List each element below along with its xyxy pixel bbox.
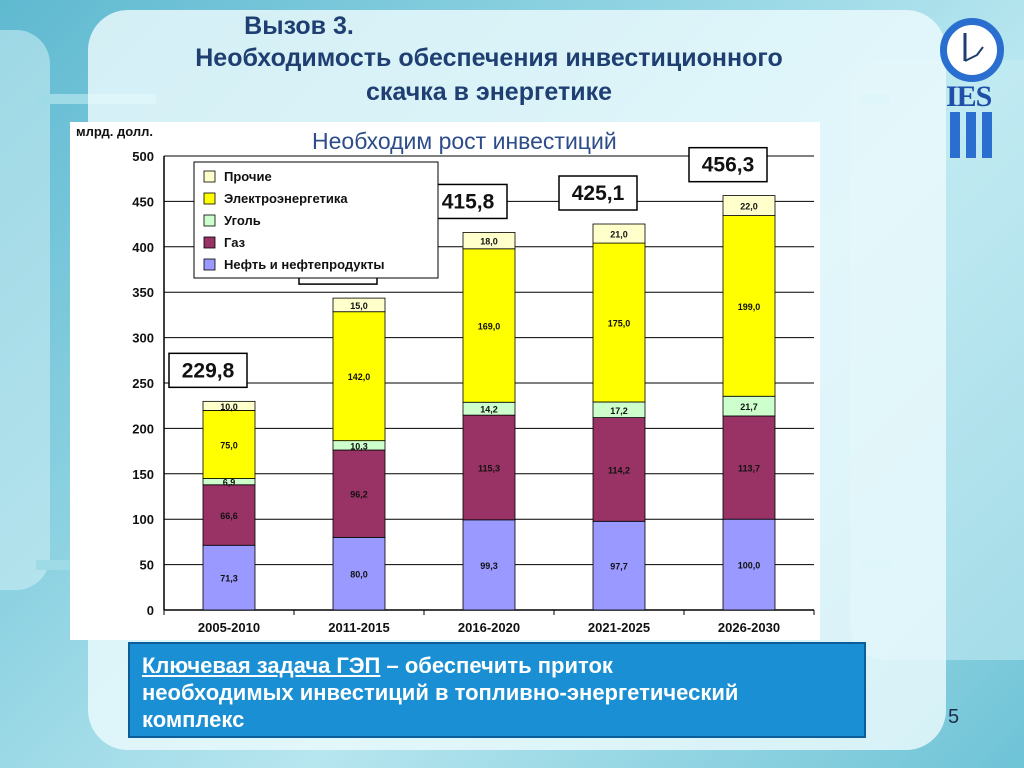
bar-segment-other (202, 400, 256, 411)
total-callout-box (558, 175, 638, 211)
data-label: 99,3 (480, 561, 498, 571)
key-task-box: Ключевая задача ГЭП – обеспечить приток … (128, 642, 866, 738)
data-label: 15,0 (350, 301, 368, 311)
y-tick-label: 50 (140, 558, 154, 573)
x-tick-label: 2021-2025 (588, 620, 650, 635)
legend-swatch-power (203, 192, 216, 205)
data-label: 18,0 (480, 237, 498, 247)
key-task-line1: – обеспечить приток (380, 653, 613, 678)
bar-segment-other (462, 232, 516, 250)
data-label: 10,0 (220, 402, 238, 412)
data-label: 113,7 (738, 464, 760, 474)
bar-segment-gas (332, 449, 386, 538)
bar-segment-oil (592, 520, 646, 611)
total-label: 415,8 (442, 190, 495, 213)
logo-clock-icon (940, 18, 1004, 82)
y-tick-label: 100 (132, 512, 154, 527)
data-label: 14,2 (480, 405, 498, 415)
total-callout-box (428, 183, 508, 220)
x-tick-label: 2011-2015 (328, 620, 389, 635)
legend-swatch-oil (203, 258, 216, 271)
data-label: 6,9 (223, 478, 236, 488)
legend-label: Электроэнергетика (224, 191, 348, 206)
data-label: 80,0 (350, 570, 368, 580)
bar-segment-gas (722, 415, 776, 520)
bar-segment-gas (202, 484, 256, 546)
bar-segment-other (722, 195, 776, 216)
slide-title-line1: Вызов 3. (244, 12, 354, 40)
data-label: 142,0 (348, 372, 371, 382)
bar-segment-oil (332, 536, 386, 611)
bar-segment-oil (462, 519, 516, 611)
legend-label: Нефть и нефтепродукты (224, 257, 384, 272)
slide-title-line2: Необходимость обеспечения инвестиционног… (195, 44, 783, 72)
data-label: 71,3 (220, 574, 238, 584)
key-task-line2: необходимых инвестиций в топливно-энерге… (142, 680, 739, 705)
legend-box (193, 161, 439, 279)
data-label: 96,2 (350, 490, 368, 500)
bar-segment-power (462, 248, 516, 403)
legend-swatch-gas (203, 236, 216, 249)
y-tick-label: 0 (147, 603, 154, 618)
data-label: 17,2 (610, 406, 628, 416)
key-task-text: Ключевая задача ГЭП – обеспечить приток … (142, 652, 852, 733)
total-label: 456,3 (702, 154, 755, 177)
data-label: 100,0 (738, 561, 761, 571)
legend-label: Уголь (224, 213, 261, 228)
page-number: 5 (948, 706, 960, 728)
bar-segment-other (592, 223, 646, 244)
y-tick-label: 500 (132, 149, 154, 164)
data-label: 199,0 (738, 302, 761, 312)
logo-text: IES (946, 80, 992, 113)
ies-logo: IES (940, 18, 1004, 160)
y-tick-label: 200 (132, 421, 154, 436)
chart-title: Необходим рост инвестиций (312, 128, 617, 154)
y-tick-label: 150 (132, 467, 154, 482)
total-label: 425,1 (572, 182, 625, 205)
legend-swatch-other (203, 170, 216, 183)
total-callout-box (688, 146, 768, 183)
data-label: 75,0 (220, 440, 238, 450)
data-label: 22,0 (740, 202, 758, 212)
data-label: 114,2 (608, 465, 630, 475)
x-tick-label: 2026-2030 (718, 620, 780, 635)
x-tick-label: 2005-2010 (198, 620, 260, 635)
background-decor-left (0, 30, 50, 590)
y-tick-label: 300 (132, 331, 154, 346)
legend-label: Прочие (224, 169, 272, 184)
bar-segment-power (722, 215, 776, 397)
bar-segment-power (202, 410, 256, 479)
data-label: 97,7 (610, 562, 628, 572)
bar-segment-oil (202, 544, 256, 611)
y-tick-label: 350 (132, 285, 154, 300)
y-axis-unit-label: млрд. долл. (76, 124, 153, 139)
x-tick-label: 2016-2020 (458, 620, 520, 635)
total-callout-box (168, 352, 248, 389)
slide-title-line3: скачка в энергетике (366, 78, 612, 106)
legend-swatch-coal (203, 214, 216, 227)
y-tick-label: 400 (132, 240, 154, 255)
bar-segment-gas (592, 417, 646, 522)
data-label: 10,3 (350, 441, 368, 451)
key-task-heading: Ключевая задача ГЭП (142, 653, 381, 678)
total-label: 229,8 (182, 359, 235, 382)
legend-label: Газ (224, 235, 246, 250)
data-label: 175,0 (608, 319, 631, 329)
data-label: 21,7 (740, 402, 758, 412)
bar-segment-power (332, 311, 386, 442)
data-label: 21,0 (610, 230, 628, 240)
y-tick-label: 450 (132, 194, 154, 209)
y-tick-label: 250 (132, 376, 154, 391)
data-label: 169,0 (478, 322, 501, 332)
logo-bars-icon (950, 112, 994, 158)
key-task-line3: комплекс (142, 707, 245, 732)
bar-segment-gas (462, 414, 516, 521)
bar-segment-other (332, 297, 386, 313)
data-label: 115,3 (478, 463, 500, 473)
data-label: 66,6 (220, 511, 238, 521)
